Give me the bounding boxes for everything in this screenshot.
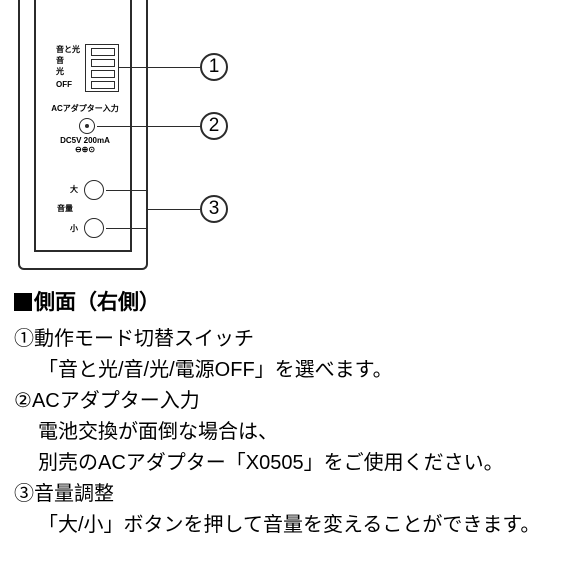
ac-spec1: DC5V 200mA — [50, 137, 120, 145]
ac-jack-title: ACアダプター入力 — [50, 105, 120, 113]
ac-spec2: ⊖⊕⊙ — [50, 146, 120, 154]
leader-line — [146, 209, 200, 210]
volume-group-label: 音量 — [57, 205, 73, 213]
mode-switch-frame — [85, 44, 119, 92]
item-2-line: 電池交換が面倒な場合は、 — [14, 417, 570, 448]
item-2-line: 別売のACアダプター「X0505」をご使用ください。 — [14, 448, 570, 479]
item-1-title: ①動作モード切替スイッチ — [14, 324, 570, 355]
mode-switch-slot — [91, 70, 115, 78]
item-1-line: 「音と光/音/光/電源OFF」を選べます。 — [14, 355, 570, 386]
mode-switch-slot — [91, 59, 115, 67]
item-2-title: ②ACアダプター入力 — [14, 386, 570, 417]
leader-line — [106, 190, 146, 191]
switch-label: 光 — [56, 68, 64, 76]
volume-down-button — [84, 218, 104, 238]
leader-line — [97, 126, 200, 127]
item-3-title: ③音量調整 — [14, 479, 570, 510]
switch-label: OFF — [56, 81, 72, 89]
volume-down-label: 小 — [70, 225, 78, 233]
callout-2: 2 — [200, 112, 228, 140]
heading-text: 側面（右側） — [34, 291, 160, 314]
description-text: 側面（右側） ①動作モード切替スイッチ 「音と光/音/光/電源OFF」を選べます… — [14, 286, 570, 541]
item-3-line: 「大/小」ボタンを押して音量を変えることができます。 — [14, 510, 570, 541]
leader-line — [118, 67, 200, 68]
switch-label: 音と光 — [56, 46, 80, 54]
mode-switch-slot — [91, 81, 115, 89]
section-heading: 側面（右側） — [14, 286, 570, 316]
volume-up-label: 大 — [70, 186, 78, 194]
callout-3: 3 — [200, 195, 228, 223]
heading-square-icon — [14, 293, 32, 311]
callout-1: 1 — [200, 53, 228, 81]
leader-line — [106, 228, 146, 229]
volume-up-button — [84, 180, 104, 200]
switch-label: 音 — [56, 57, 64, 65]
device-diagram: 音と光 音 光 OFF ACアダプター入力 DC5V 200mA ⊖⊕⊙ 大 音… — [0, 0, 580, 280]
ac-adapter-jack — [79, 118, 95, 134]
mode-switch-slot — [91, 48, 115, 56]
